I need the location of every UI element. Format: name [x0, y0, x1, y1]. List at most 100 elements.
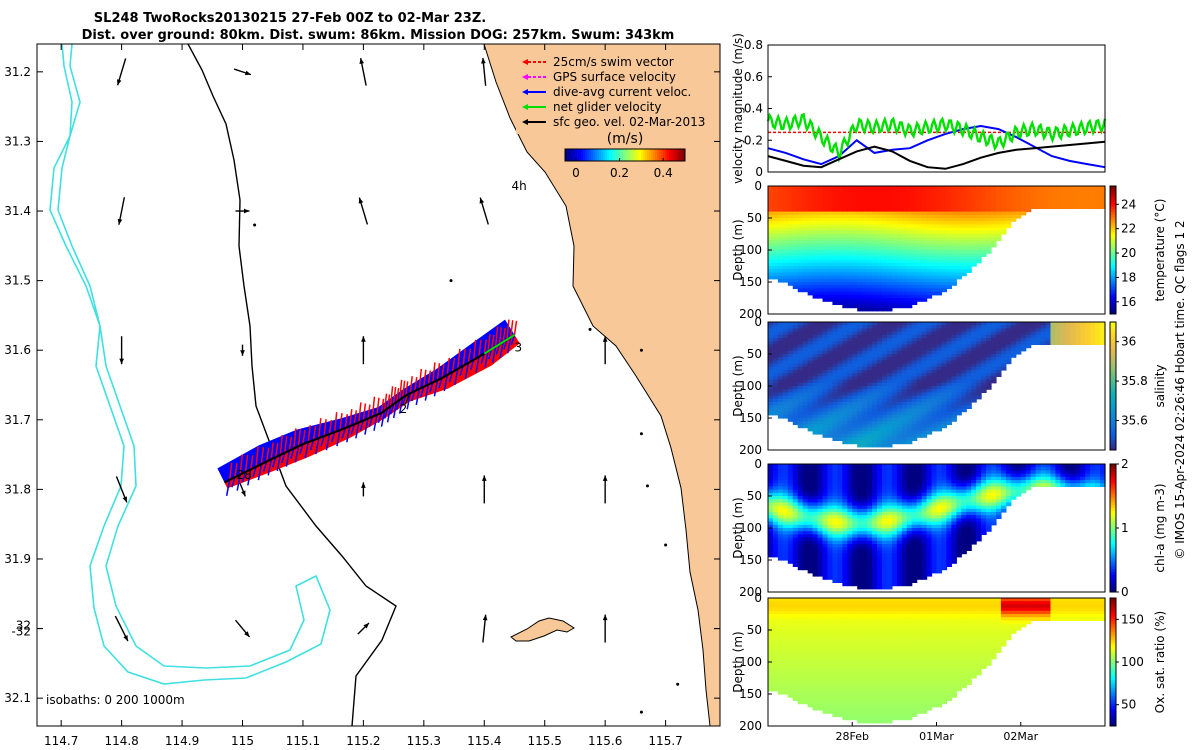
section-cell: [1030, 341, 1037, 345]
section-cell: [901, 224, 908, 229]
section-cell: [787, 230, 794, 235]
section-cell: [837, 376, 843, 381]
section-cell: [792, 537, 799, 542]
section-cell: [862, 518, 868, 523]
section-cell: [1055, 198, 1061, 203]
section-cell: [772, 515, 779, 519]
colorbar-cell: [573, 149, 576, 161]
swim-vector: [487, 334, 491, 352]
section-cell: [837, 489, 843, 494]
section-cell: [772, 259, 779, 264]
section-cell: [881, 304, 888, 309]
section-cell: [872, 205, 878, 209]
section-cell: [792, 405, 799, 409]
section-cell: [852, 344, 858, 349]
current-vector: [415, 388, 421, 406]
section-cell: [807, 234, 814, 238]
section-cell: [956, 243, 962, 248]
section-cell: [971, 363, 977, 368]
section-cell: [877, 370, 883, 374]
section-cell: [827, 214, 834, 219]
section-cell: [822, 405, 829, 409]
section-cell: [867, 528, 873, 532]
section-cell: [1070, 195, 1076, 200]
section-cell: [832, 502, 838, 507]
section-cell: [847, 221, 853, 225]
section-cell: [1030, 328, 1037, 333]
section-cell: [812, 275, 819, 280]
section-cell: [782, 395, 789, 400]
section-cell: [991, 366, 997, 371]
section-cell: [782, 515, 789, 519]
section-cell: [827, 198, 834, 203]
section-cell: [847, 205, 853, 209]
section-cell: [782, 537, 789, 542]
section-cell: [867, 582, 873, 587]
section-cell: [857, 227, 863, 232]
section-cell: [867, 566, 873, 571]
section-cell: [792, 195, 799, 200]
section-cell: [906, 370, 913, 374]
section-cell: [1060, 195, 1066, 200]
section-cell: [787, 540, 794, 545]
section-cell: [862, 243, 868, 248]
section-cell: [941, 350, 948, 355]
section-cell: [862, 341, 868, 345]
section-cell: [901, 544, 908, 548]
section-cell: [896, 550, 903, 555]
section-cell: [852, 373, 858, 377]
section-cell: [916, 360, 923, 365]
section-cell: [1040, 192, 1047, 197]
section-cell: [772, 186, 779, 190]
section-cell: [812, 234, 819, 238]
section-cell: [931, 344, 938, 349]
section-cell: [787, 198, 794, 203]
section-cell: [872, 262, 878, 267]
section-cell: [891, 205, 898, 209]
section-cell: [921, 205, 928, 209]
section-cell: [847, 430, 853, 435]
section-cell: [862, 408, 868, 413]
section-cell: [1085, 338, 1091, 342]
section-cell: [862, 214, 868, 219]
legend-label: 25cm/s swim vector: [553, 55, 674, 69]
section-cell: [842, 186, 848, 190]
section-cell: [827, 556, 834, 561]
section-cell: [832, 288, 838, 293]
section-cell: [832, 544, 838, 548]
section-cell: [822, 480, 829, 484]
section-cell: [792, 382, 799, 387]
section-cell: [817, 221, 824, 225]
section-cell: [951, 405, 957, 409]
section-cell: [956, 198, 962, 203]
map-y-tick-label: 31.8: [4, 482, 31, 496]
section-cell: [852, 259, 858, 264]
section-cell: [981, 240, 987, 245]
section-cell: [772, 357, 779, 361]
section-cell: [951, 398, 957, 403]
section-cell: [827, 480, 834, 484]
section-cell: [991, 224, 997, 229]
section-cell: [931, 256, 938, 261]
section-cell: [807, 492, 814, 497]
section-cell: [832, 195, 838, 200]
section-cell: [966, 386, 972, 390]
section-cell: [772, 496, 779, 500]
section-cell: [886, 304, 893, 309]
section-cell: [807, 205, 814, 209]
current-vector: [377, 412, 383, 424]
legend-background: [516, 54, 706, 134]
section-cell: [852, 486, 858, 491]
section-cell: [847, 386, 853, 390]
section-cell: [921, 357, 928, 361]
section-cell: [768, 496, 774, 500]
section-cell: [787, 464, 794, 468]
section-cell: [956, 344, 962, 349]
section-cell: [792, 224, 799, 229]
section-cell: [802, 338, 809, 342]
section-cell: [976, 205, 982, 209]
section-cell: [768, 357, 774, 361]
section-cell: [802, 379, 809, 384]
velocity-y-tick-label: 0.8: [744, 38, 763, 52]
